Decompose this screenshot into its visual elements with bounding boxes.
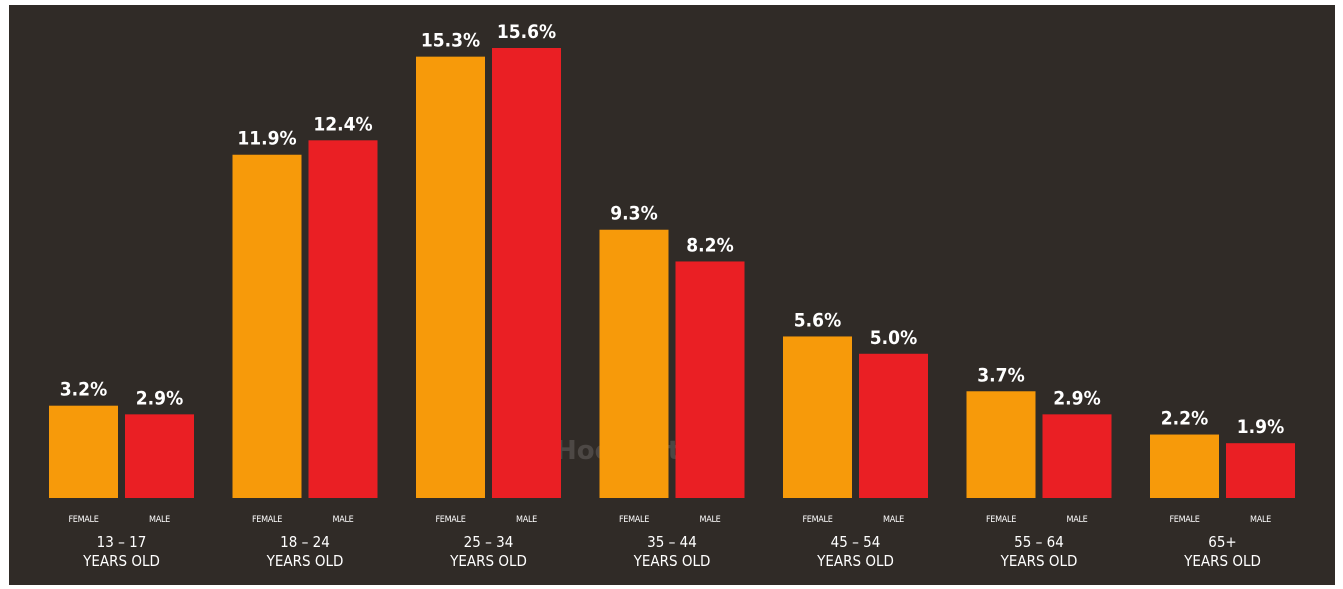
category-label-3-line-0: 35 – 44 [647,533,697,551]
bar-group-6: 2.2% FEMALE 1.9% MALE 65+YEARS OLD [1150,408,1295,570]
bar-chart: we are social Hootsuite 3.2%FEMALE2.9%MA… [49,21,1295,570]
value-label-female-4: 5.6% [794,309,841,331]
value-label-male-4: 5.0% [870,327,917,349]
bar-female-2 [416,56,485,499]
value-label-female-0: 3.2% [60,379,107,401]
bar-female-0 [49,405,118,498]
series-label-female-6: FEMALE [1169,515,1199,525]
value-label-female-1: 11.9% [237,128,296,150]
bar-male-3 [675,261,745,498]
category-label-2-line-1: YEARS OLD [449,552,527,570]
category-label-6-line-1: YEARS OLD [1183,552,1261,570]
bar-female-1 [232,154,302,498]
series-label-female-5: FEMALE [986,515,1016,525]
value-label-female-2: 15.3% [421,30,480,52]
series-label-male-0: MALE [149,515,170,525]
category-label-0-line-0: 13 – 17 [97,533,147,551]
series-label-female-1: FEMALE [252,515,282,525]
value-label-male-1: 12.4% [313,113,372,135]
series-label-male-1: MALE [333,515,354,525]
value-label-female-5: 3.7% [977,364,1024,386]
series-label-male-5: MALE [1067,515,1088,525]
series-label-female-3: FEMALE [619,515,649,525]
series-label-male-4: MALE [883,515,904,525]
value-label-female-3: 9.3% [610,203,657,225]
bar-female-6 [1150,434,1219,498]
value-label-male-5: 2.9% [1053,387,1100,409]
value-label-male-0: 2.9% [136,387,183,409]
category-label-3-line-1: YEARS OLD [633,552,711,570]
bar-male-4 [859,353,928,498]
value-label-male-2: 15.6% [497,21,556,43]
bar-female-5 [966,391,1036,498]
bar-female-3 [599,229,669,498]
series-label-male-6: MALE [1250,515,1271,525]
bar-male-1 [308,140,378,499]
value-label-male-3: 8.2% [686,234,733,256]
value-label-female-6: 2.2% [1161,408,1208,430]
category-label-4-line-1: YEARS OLD [816,552,894,570]
category-label-1-line-1: YEARS OLD [266,552,344,570]
series-label-female-4: FEMALE [802,515,832,525]
value-label-male-6: 1.9% [1237,416,1284,438]
chart-panel: we are social Hootsuite 3.2%FEMALE2.9%MA… [9,5,1335,585]
category-label-6-line-0: 65+ [1208,533,1236,551]
bar-male-2 [492,48,561,498]
bar-female-4 [783,336,852,498]
series-label-male-2: MALE [516,515,537,525]
category-label-5-line-1: YEARS OLD [1000,552,1078,570]
category-label-5-line-0: 55 – 64 [1014,533,1064,551]
category-label-2-line-0: 25 – 34 [464,533,514,551]
series-label-male-3: MALE [700,515,721,525]
bar-male-6 [1226,443,1295,498]
series-label-female-2: FEMALE [435,515,465,525]
bar-male-5 [1042,414,1112,498]
category-label-0-line-1: YEARS OLD [82,552,160,570]
category-label-4-line-0: 45 – 54 [831,533,881,551]
bar-male-0 [125,414,194,498]
category-label-1-line-0: 18 – 24 [280,533,330,551]
series-label-female-0: FEMALE [68,515,98,525]
